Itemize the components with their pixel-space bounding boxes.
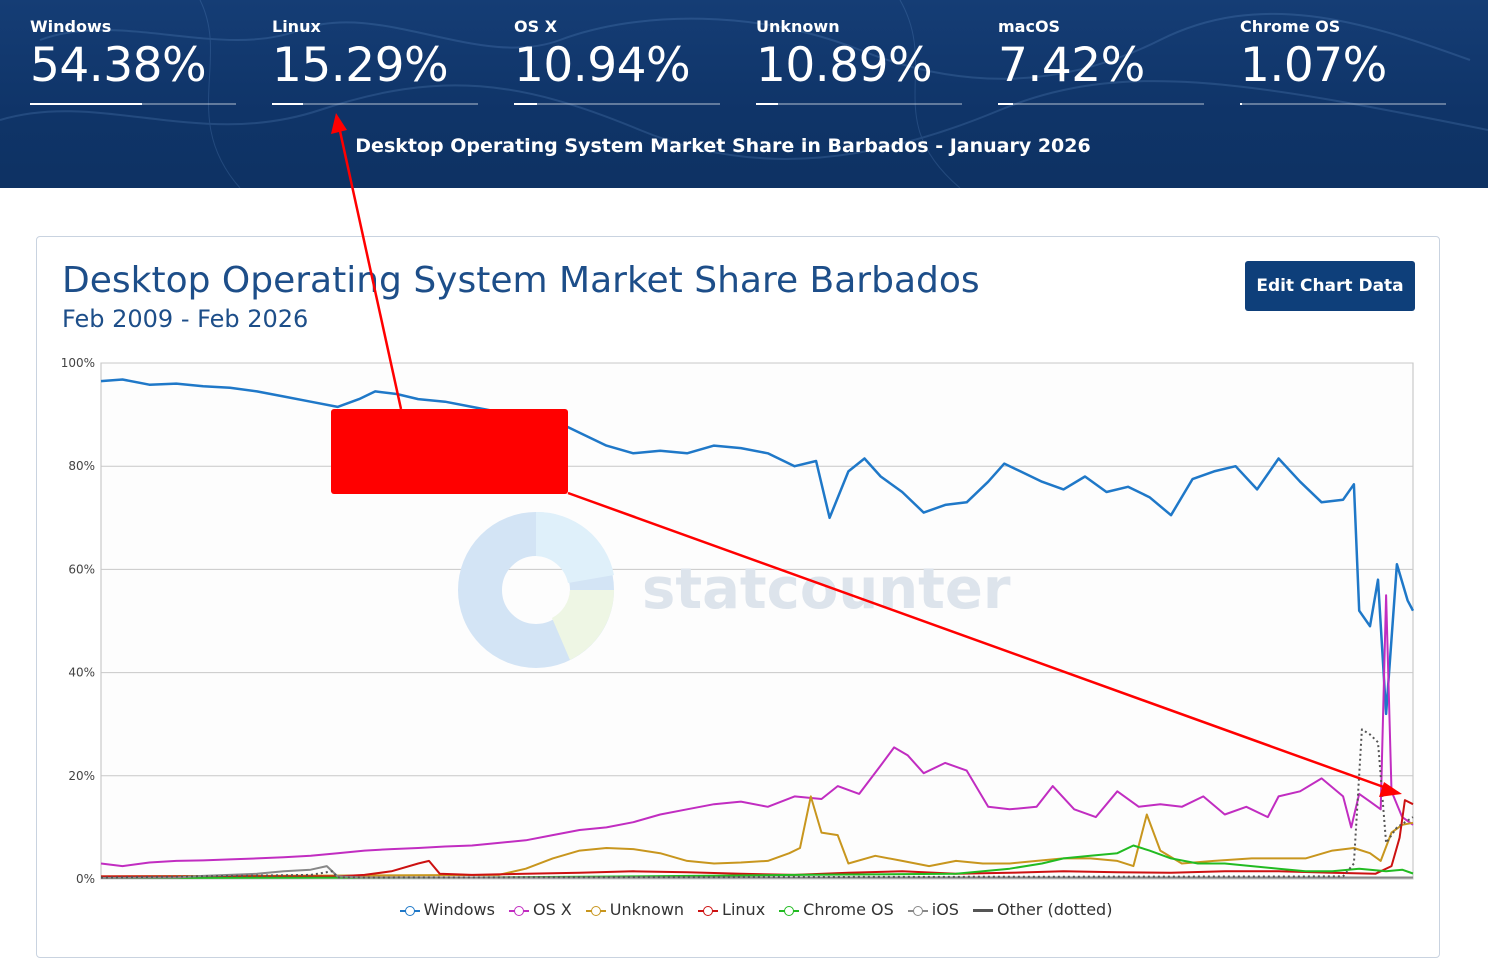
stat-linux[interactable]: Linux 15.29% (272, 16, 478, 105)
series-line-chrome-os[interactable] (100, 844, 1414, 879)
stat-windows[interactable]: Windows 54.38% (30, 16, 236, 105)
legend-circle-icon (907, 905, 928, 916)
stat-unknown[interactable]: Unknown 10.89% (756, 16, 962, 105)
chart-title: Desktop Operating System Market Share Ba… (62, 260, 980, 301)
legend-label: Linux (722, 900, 766, 919)
legend-item[interactable]: Chrome OS (779, 900, 894, 919)
stat-label: Chrome OS (1240, 17, 1341, 36)
chart-plot: statcounter 0% 20% 40% 60% 80% 100% (61, 356, 1415, 886)
series-line-unknown[interactable] (100, 795, 1414, 878)
legend-circle-icon (698, 905, 719, 916)
chart-axes: 0% 20% 40% 60% 80% 100% (61, 356, 95, 886)
legend-label: Chrome OS (803, 900, 894, 919)
y-tick-label: 20% (68, 769, 95, 783)
stat-share-bar (1240, 103, 1446, 105)
legend-circle-icon (508, 905, 529, 916)
annotation-redaction-box (331, 409, 568, 494)
series-line-ios[interactable] (100, 865, 1413, 879)
y-tick-label: 40% (68, 666, 95, 680)
chart-date-range: Feb 2009 - Feb 2026 (62, 305, 309, 333)
stat-label: Unknown (756, 17, 840, 36)
legend-item[interactable]: iOS (907, 900, 959, 919)
stat-label: Linux (272, 17, 321, 36)
stat-label: OS X (514, 17, 558, 36)
legend-line-icon (972, 906, 993, 916)
stat-share-bar (272, 103, 478, 105)
stat-value: 15.29% (272, 38, 449, 93)
legend-item[interactable]: OS X (508, 900, 572, 919)
legend-label: iOS (931, 900, 959, 919)
stat-share-fill (514, 103, 537, 105)
legend-label: Windows (423, 900, 495, 919)
world-map-texture (0, 0, 1488, 188)
stat-share-fill (756, 103, 779, 105)
edit-chart-data-button[interactable]: Edit Chart Data (1245, 261, 1415, 311)
stat-value: 54.38% (30, 38, 207, 93)
stat-share-bar (30, 103, 236, 105)
stat-chrome-os[interactable]: Chrome OS 1.07% (1240, 16, 1446, 105)
stat-value: 7.42% (998, 38, 1145, 93)
watermark-text: statcounter (642, 557, 1011, 622)
legend-item[interactable]: Other (dotted) (972, 900, 1113, 919)
stat-value: 1.07% (1240, 38, 1387, 93)
stat-label: macOS (998, 17, 1061, 36)
legend-label: Other (dotted) (996, 900, 1113, 919)
legend-circle-icon (399, 905, 420, 916)
stat-label: Windows (30, 17, 112, 36)
stat-share-bar (514, 103, 720, 105)
legend-item[interactable]: Linux (698, 900, 765, 919)
y-tick-label: 80% (68, 459, 95, 473)
series-line-other-dotted-[interactable] (100, 728, 1414, 879)
legend-item[interactable]: Windows (399, 900, 495, 919)
stats-banner: Windows 54.38% Linux 15.29% OS X 10.94% … (0, 0, 1488, 188)
stat-osx[interactable]: OS X 10.94% (514, 16, 720, 105)
legend-item[interactable]: Unknown (585, 900, 685, 919)
banner-title: Desktop Operating System Market Share in… (355, 135, 1091, 157)
stat-share-bar (756, 103, 962, 105)
stat-share-fill (272, 103, 304, 105)
y-tick-label: 100% (61, 356, 95, 370)
y-tick-label: 60% (68, 562, 95, 576)
stat-value: 10.94% (514, 38, 691, 93)
legend-label: Unknown (609, 900, 685, 919)
legend-label: OS X (532, 900, 572, 919)
stat-share-bar (998, 103, 1204, 105)
stat-value: 10.89% (756, 38, 933, 93)
legend-circle-icon (779, 905, 800, 916)
chart-legend: Windows OS X Unknown Linux Chrome OS iOS Other… (0, 900, 1488, 924)
y-tick-label: 0% (76, 872, 95, 886)
stat-share-fill (1240, 103, 1243, 105)
legend-circle-icon (585, 905, 606, 916)
stat-share-fill (998, 103, 1014, 105)
stat-share-fill (30, 103, 143, 105)
stat-macos[interactable]: macOS 7.42% (998, 16, 1204, 105)
